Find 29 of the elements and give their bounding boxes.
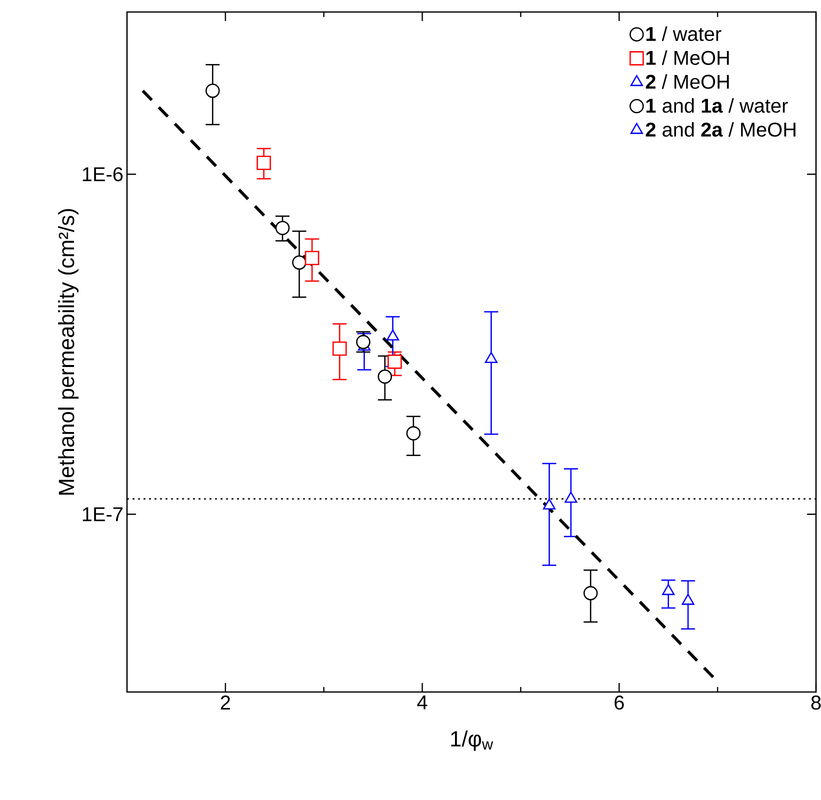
- point: [564, 492, 578, 503]
- point: [275, 220, 290, 236]
- legend-label: 1 / MeOH: [646, 50, 729, 65]
- legend-label: 1 / water: [646, 26, 722, 42]
- x-axis-title: 1/φ$_{w}$: [451, 730, 494, 751]
- point: [332, 341, 347, 356]
- point: [484, 352, 498, 363]
- point: [583, 586, 598, 600]
- point: [304, 250, 320, 266]
- point: [388, 354, 402, 369]
- point: [378, 369, 392, 384]
- y-axis-title: Methanol permeability (cm²/s): [58, 209, 79, 495]
- x-tick-label: 4: [417, 696, 428, 710]
- legend-label: 2 and 2a / MeOH: [646, 122, 796, 137]
- x-tick-label: 6: [614, 696, 624, 710]
- x-tick-label: 8: [811, 696, 821, 710]
- x-tick-label: 2: [220, 696, 230, 710]
- point: [542, 498, 556, 510]
- y-tick-label: 1E-7: [82, 507, 122, 522]
- point: [386, 329, 400, 341]
- legend-label: 2 / MeOH: [646, 74, 729, 89]
- point: [292, 255, 306, 270]
- point: [256, 156, 271, 170]
- point: [205, 84, 220, 98]
- point: [682, 594, 694, 605]
- point: [406, 426, 421, 440]
- point: [662, 584, 675, 596]
- legend-label: 1 and 1a / water: [646, 98, 788, 113]
- y-tick-label: 1E-6: [82, 167, 123, 182]
